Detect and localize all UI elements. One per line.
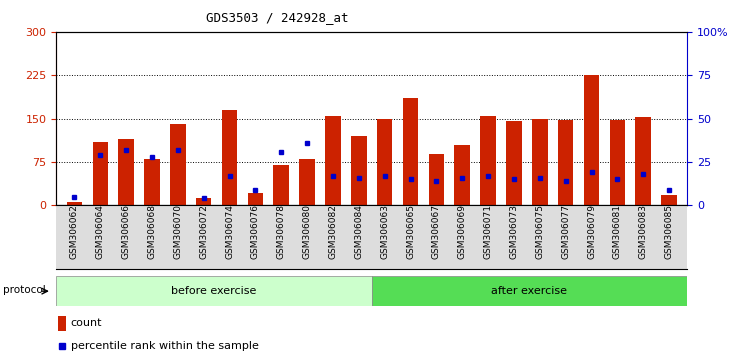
Text: after exercise: after exercise	[491, 286, 568, 296]
Bar	[67, 202, 82, 205]
Text: percentile rank within the sample: percentile rank within the sample	[71, 341, 258, 350]
Bar	[635, 118, 651, 205]
Bar	[377, 119, 393, 205]
Bar	[429, 154, 444, 205]
Bar	[196, 198, 212, 205]
Text: protocol: protocol	[3, 285, 46, 295]
Text: GDS3503 / 242928_at: GDS3503 / 242928_at	[206, 11, 348, 24]
Bar	[532, 119, 547, 205]
Bar	[248, 193, 263, 205]
Bar	[92, 142, 108, 205]
Bar	[56, 276, 372, 306]
Bar	[222, 110, 237, 205]
Bar	[610, 120, 625, 205]
Bar	[273, 165, 289, 205]
Bar	[506, 121, 522, 205]
Bar	[454, 144, 470, 205]
Bar	[351, 136, 366, 205]
Bar	[403, 98, 418, 205]
Text: before exercise: before exercise	[171, 286, 257, 296]
Bar	[144, 159, 160, 205]
Bar	[300, 159, 315, 205]
Bar	[58, 316, 66, 331]
Bar	[584, 75, 599, 205]
Bar	[481, 116, 496, 205]
Bar	[325, 116, 341, 205]
Bar	[170, 124, 185, 205]
Bar	[119, 139, 134, 205]
Bar	[372, 276, 687, 306]
Bar	[558, 120, 574, 205]
Bar	[662, 195, 677, 205]
Text: count: count	[71, 318, 102, 329]
